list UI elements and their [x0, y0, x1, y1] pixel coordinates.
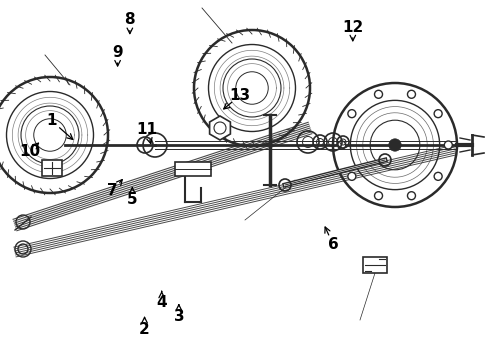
FancyBboxPatch shape [363, 257, 387, 273]
Circle shape [408, 90, 416, 98]
Text: 6: 6 [328, 237, 339, 252]
FancyBboxPatch shape [42, 160, 62, 176]
FancyBboxPatch shape [175, 162, 211, 176]
Text: 8: 8 [124, 12, 135, 27]
Circle shape [374, 192, 383, 200]
Circle shape [434, 110, 442, 118]
Text: 13: 13 [229, 88, 251, 103]
Circle shape [374, 90, 383, 98]
Circle shape [408, 192, 416, 200]
Text: 5: 5 [127, 192, 138, 207]
Text: 4: 4 [156, 295, 167, 310]
Text: 7: 7 [107, 183, 118, 198]
Text: 3: 3 [173, 309, 184, 324]
Circle shape [444, 141, 452, 149]
Text: 12: 12 [342, 19, 364, 35]
Text: 1: 1 [46, 113, 57, 128]
Circle shape [434, 172, 442, 180]
Text: 10: 10 [19, 144, 40, 159]
Text: 9: 9 [112, 45, 123, 60]
Text: 2: 2 [139, 322, 150, 337]
Circle shape [348, 172, 356, 180]
Text: 11: 11 [137, 122, 157, 137]
Circle shape [389, 139, 401, 151]
Circle shape [348, 110, 356, 118]
Circle shape [338, 141, 345, 149]
